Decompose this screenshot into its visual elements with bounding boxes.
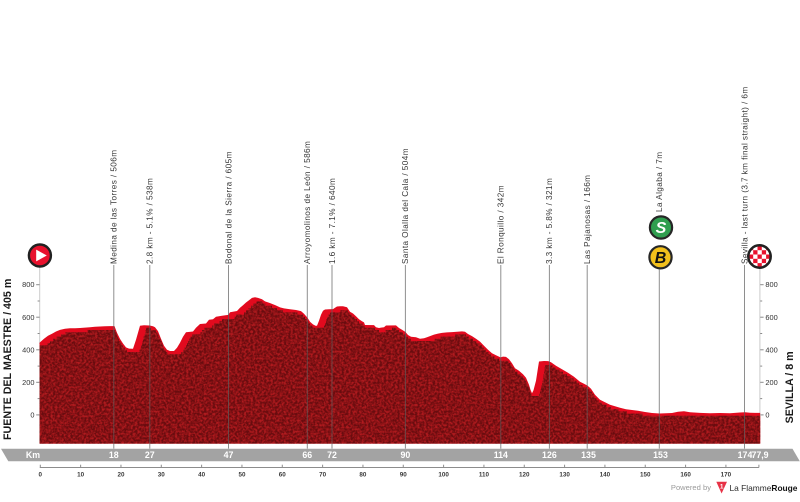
svg-text:Sevilla - last turn (3.7 km fi: Sevilla - last turn (3.7 km final straig…: [740, 86, 749, 264]
svg-text:0: 0: [765, 410, 769, 419]
svg-text:114: 114: [494, 450, 508, 460]
svg-text:80: 80: [359, 471, 367, 478]
svg-text:160: 160: [680, 471, 691, 478]
svg-text:40: 40: [198, 471, 206, 478]
svg-text:135: 135: [581, 450, 596, 460]
svg-text:La FlammeRouge: La FlammeRouge: [730, 483, 798, 493]
svg-text:Medina de las Torres / 506m: Medina de las Torres / 506m: [110, 150, 119, 265]
svg-text:Las Pajanosas / 166m: Las Pajanosas / 166m: [583, 175, 592, 264]
svg-text:Arroyomolinos de León / 586m: Arroyomolinos de León / 586m: [303, 141, 312, 264]
svg-text:66: 66: [302, 450, 312, 460]
svg-text:El Ronquillo / 342m: El Ronquillo / 342m: [497, 185, 506, 264]
svg-text:Km: Km: [26, 450, 40, 460]
svg-text:10: 10: [77, 471, 85, 478]
svg-text:100: 100: [438, 471, 449, 478]
svg-text:600: 600: [22, 313, 34, 322]
svg-text:120: 120: [519, 471, 530, 478]
svg-text:200: 200: [22, 378, 34, 387]
svg-text:La Algaba / 7m: La Algaba / 7m: [655, 151, 664, 212]
svg-text:20: 20: [117, 471, 125, 478]
svg-text:800: 800: [22, 280, 34, 289]
svg-text:77,9: 77,9: [751, 450, 768, 460]
svg-text:170: 170: [721, 471, 732, 478]
svg-text:SEVILLA / 8 m: SEVILLA / 8 m: [784, 351, 796, 423]
svg-text:18: 18: [109, 450, 119, 460]
svg-text:30: 30: [158, 471, 166, 478]
svg-text:0: 0: [30, 410, 34, 419]
svg-text:3.3 km - 5.8% / 321m: 3.3 km - 5.8% / 321m: [545, 178, 554, 264]
svg-text:Santa Olalla del Cala / 504m: Santa Olalla del Cala / 504m: [401, 148, 410, 264]
svg-text:50: 50: [238, 471, 246, 478]
svg-text:600: 600: [765, 313, 777, 322]
svg-text:1: 1: [720, 484, 724, 491]
svg-text:800: 800: [765, 280, 777, 289]
svg-text:S: S: [656, 220, 667, 237]
svg-text:153: 153: [653, 450, 668, 460]
svg-text:60: 60: [279, 471, 287, 478]
svg-text:Bodonal de la Sierra / 605m: Bodonal de la Sierra / 605m: [224, 151, 233, 264]
svg-text:90: 90: [400, 471, 408, 478]
svg-text:150: 150: [640, 471, 651, 478]
svg-text:174: 174: [738, 450, 753, 460]
svg-text:72: 72: [327, 450, 337, 460]
svg-text:400: 400: [22, 345, 34, 354]
svg-text:1.6 km - 7.1% / 640m: 1.6 km - 7.1% / 640m: [328, 178, 337, 264]
svg-text:47: 47: [224, 450, 234, 460]
svg-text:FUENTE DEL MAESTRE / 405 m: FUENTE DEL MAESTRE / 405 m: [2, 279, 14, 440]
svg-text:2.8 km - 5.1% / 538m: 2.8 km - 5.1% / 538m: [146, 178, 155, 264]
svg-text:400: 400: [765, 345, 777, 354]
svg-text:90: 90: [401, 450, 411, 460]
svg-text:126: 126: [542, 450, 557, 460]
svg-text:140: 140: [600, 471, 611, 478]
svg-text:200: 200: [765, 378, 777, 387]
svg-text:130: 130: [559, 471, 570, 478]
svg-text:0: 0: [39, 471, 43, 478]
svg-text:70: 70: [319, 471, 327, 478]
svg-text:27: 27: [145, 450, 155, 460]
svg-text:Powered by: Powered by: [671, 483, 711, 492]
svg-text:110: 110: [479, 471, 490, 478]
svg-text:B: B: [655, 250, 667, 267]
